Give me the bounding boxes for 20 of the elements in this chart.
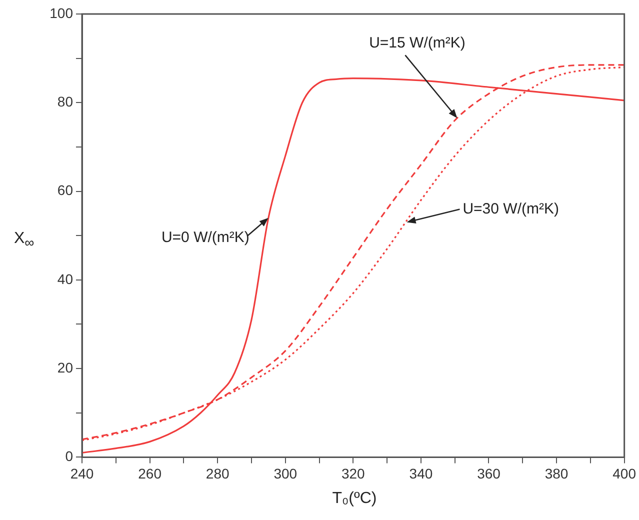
- y-tick-label: 40: [57, 270, 74, 287]
- x-tick-label: 380: [544, 465, 568, 482]
- x-tick-label: 320: [341, 465, 366, 482]
- x-axis-title: T₀(ºC): [331, 490, 378, 508]
- y-tick-label: 80: [57, 94, 74, 110]
- x-tick-label: 260: [138, 465, 162, 482]
- y-tick-label: 100: [50, 4, 74, 21]
- x-tick-label: 360: [477, 465, 501, 482]
- annotation: U=0 W/(m²K): [161, 229, 250, 246]
- y-tick-label: 0: [65, 448, 74, 464]
- y-axis-title: X$_{∞}$: [14, 230, 34, 250]
- x-tick-label: 340: [409, 465, 433, 482]
- annotation: U=15 W/(m²K): [369, 34, 466, 52]
- x-tick-label: 400: [612, 465, 636, 482]
- y-tick-label: 20: [57, 359, 74, 376]
- x-tick-label: 240: [70, 465, 94, 482]
- annotation: U=30 W/(m²K): [462, 200, 559, 218]
- x-tick-label: 280: [206, 465, 230, 482]
- x-tick-label: 300: [274, 465, 298, 482]
- y-tick-label: 60: [57, 182, 74, 198]
